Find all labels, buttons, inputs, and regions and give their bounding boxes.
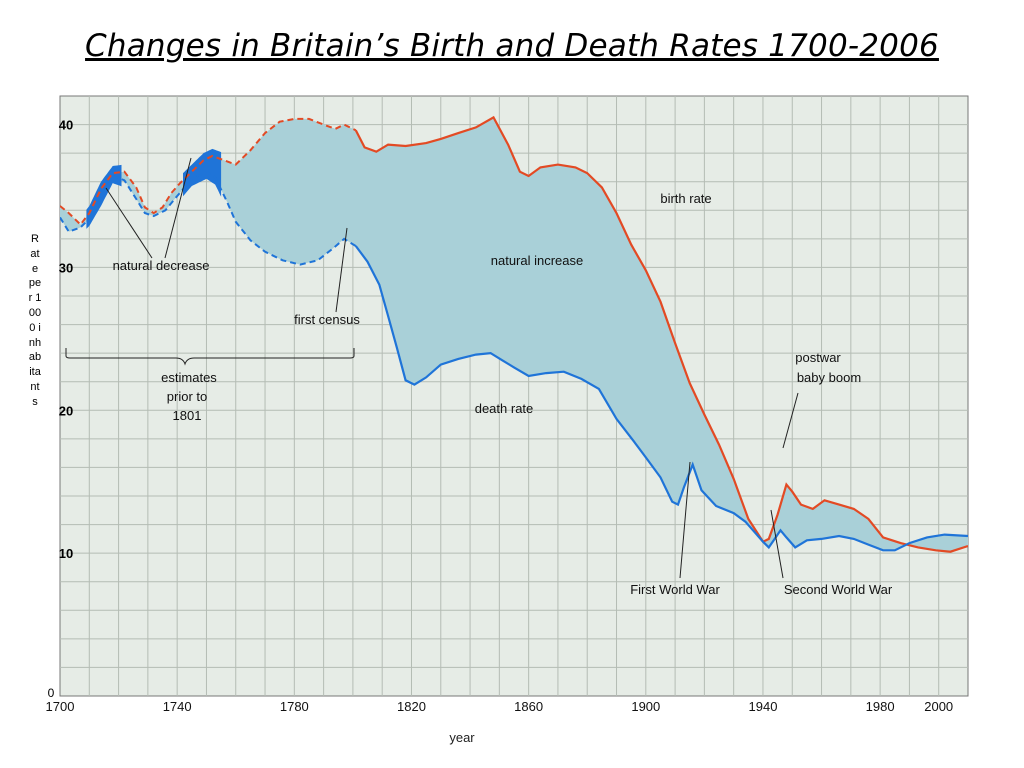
estimates-line-1: estimates (161, 370, 217, 385)
birth-rate-line (354, 115, 968, 553)
y-tick-label: 30 (59, 260, 73, 275)
pointer-natural-decrease-2 (164, 157, 192, 259)
postwar-line-2: baby boom (797, 370, 861, 385)
y-tick-label: 0 (48, 686, 55, 700)
natural-decrease-blob-1 (86, 164, 122, 229)
annotations: birth rate death rate natural increase n… (65, 157, 893, 597)
y-tick-labels: 0 10 20 30 40 (48, 118, 74, 700)
slide-title: Changes in Britain’s Birth and Death Rat… (85, 28, 939, 64)
x-tick-label: 1740 (163, 699, 192, 714)
estimates-line-2: prior to (167, 389, 207, 404)
y-tick-label: 40 (59, 118, 73, 133)
pointer-second-world-war (770, 509, 784, 579)
birth-rate-line-estimated (60, 117, 357, 227)
first-census-label: first census (294, 312, 360, 327)
pointer-natural-decrease-1 (105, 187, 153, 259)
x-tick-label: 1780 (280, 699, 309, 714)
pointer-first-world-war (679, 461, 691, 579)
death-rate-line-estimated (60, 170, 357, 266)
estimates-line-3: 1801 (173, 408, 202, 423)
first-world-war-label: First World War (630, 582, 720, 597)
pointer-postwar (782, 392, 799, 449)
x-tick-labels: 1700 1740 1780 1820 1860 1900 1940 1980 2000 (46, 699, 954, 714)
series-lines (60, 115, 968, 553)
death-rate-line (354, 245, 968, 552)
birth-rate-label: birth rate (660, 191, 711, 206)
x-tick-label: 1700 (46, 699, 75, 714)
x-tick-label: 1820 (397, 699, 426, 714)
x-tick-label: 2000 (924, 699, 953, 714)
natural-increase-label: natural increase (491, 253, 584, 268)
estimates-brace (65, 348, 355, 366)
postwar-line-1: postwar (795, 350, 841, 365)
x-axis-label: year (449, 730, 475, 745)
natural-increase-area (60, 117, 968, 552)
y-axis-label: Rate per 1000 inhabitants (28, 233, 42, 408)
x-tick-label: 1980 (866, 699, 895, 714)
fill-areas (60, 117, 968, 552)
x-tick-label: 1860 (514, 699, 543, 714)
x-tick-label: 1900 (631, 699, 660, 714)
y-tick-label: 10 (59, 546, 73, 561)
x-tick-label: 1940 (749, 699, 778, 714)
y-tick-label: 20 (59, 403, 73, 418)
natural-decrease-blob-2 (183, 148, 222, 197)
death-rate-label: death rate (475, 401, 534, 416)
natural-decrease-label: natural decrease (113, 258, 210, 273)
second-world-war-label: Second World War (784, 582, 893, 597)
pointer-first-census (335, 227, 348, 313)
